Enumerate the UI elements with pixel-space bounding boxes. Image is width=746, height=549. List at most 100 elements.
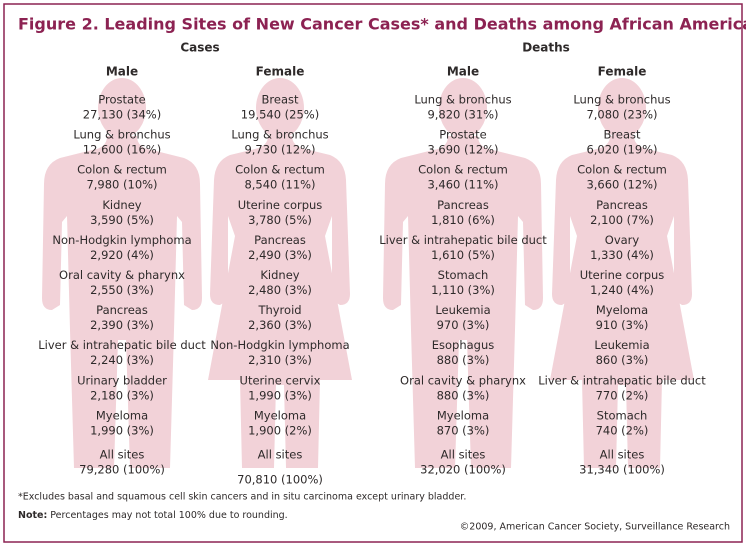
site-name: Prostate [98, 93, 145, 107]
site-figure: 2,240 (3%) [90, 353, 154, 367]
site-name: Stomach [597, 408, 648, 422]
site-figure: 740 (2%) [596, 423, 649, 437]
site-figure: 7,980 (10%) [86, 178, 157, 192]
site-figure: 3,690 (12%) [427, 143, 498, 157]
site-name: Lung & bronchus [414, 93, 511, 107]
site-name: Lung & bronchus [231, 128, 328, 142]
silhouette-body [550, 136, 694, 468]
site-name: Breast [604, 128, 641, 142]
note-label: Note: [18, 510, 47, 521]
site-figure: 3,660 (12%) [586, 178, 657, 192]
silhouette-head [256, 78, 304, 138]
site-figure: 1,240 (4%) [590, 283, 654, 297]
site-name: Liver & intrahepatic bile duct [538, 373, 706, 387]
credit: ©2009, American Cancer Society, Surveill… [460, 522, 730, 533]
group-heading: Female [256, 65, 305, 79]
site-figure: 2,100 (7%) [590, 213, 654, 227]
group-heading: Female [598, 65, 647, 79]
site-figure: 1,810 (6%) [431, 213, 495, 227]
site-name: Ovary [605, 233, 640, 247]
site-figure: 3,780 (5%) [248, 213, 312, 227]
silhouette-body [42, 136, 202, 468]
site-figure: 2,180 (3%) [90, 388, 154, 402]
site-figure: 880 (3%) [437, 388, 490, 402]
site-figure: 9,730 (12%) [244, 143, 315, 157]
group-heading: Male [447, 65, 479, 79]
site-name: Non-Hodgkin lymphoma [52, 233, 191, 247]
site-name: Breast [262, 93, 299, 107]
site-figure: 970 (3%) [437, 318, 490, 332]
site-figure: 880 (3%) [437, 353, 490, 367]
site-name: Kidney [102, 198, 141, 212]
site-figure: 27,130 (34%) [83, 108, 161, 122]
site-name: Pancreas [254, 233, 306, 247]
note: Note: Percentages may not total 100% due… [18, 510, 288, 521]
site-name: Kidney [260, 268, 299, 282]
site-figure: 770 (2%) [596, 388, 649, 402]
total-name: All sites [100, 448, 145, 462]
site-name: Myeloma [596, 303, 648, 317]
site-figure: 2,920 (4%) [90, 248, 154, 262]
figure-title: Figure 2. Leading Sites of New Cancer Ca… [18, 15, 746, 34]
site-name: Oral cavity & pharynx [59, 268, 185, 282]
site-name: Myeloma [96, 408, 148, 422]
site-name: Myeloma [254, 408, 306, 422]
site-name: Myeloma [437, 408, 489, 422]
site-figure: 2,360 (3%) [248, 318, 312, 332]
site-name: Colon & rectum [77, 163, 167, 177]
site-figure: 860 (3%) [596, 353, 649, 367]
site-name: Esophagus [432, 338, 495, 352]
site-name: Leukemia [594, 338, 649, 352]
site-name: Pancreas [96, 303, 148, 317]
section-heading: Cases [180, 41, 219, 55]
site-figure: 870 (3%) [437, 423, 490, 437]
site-name: Prostate [439, 128, 486, 142]
total-figure: 32,020 (100%) [420, 463, 506, 477]
site-figure: 19,540 (25%) [241, 108, 319, 122]
site-name: Non-Hodgkin lymphoma [210, 338, 349, 352]
site-name: Uterine corpus [580, 268, 665, 282]
section-heading: Deaths [522, 41, 570, 55]
total-figure: 79,280 (100%) [79, 463, 165, 477]
silhouette-body [208, 136, 352, 468]
site-name: Stomach [438, 268, 489, 282]
site-name: Liver & intrahepatic bile duct [379, 233, 547, 247]
silhouette-body [383, 136, 543, 468]
site-figure: 1,990 (3%) [90, 423, 154, 437]
site-name: Thyroid [257, 303, 301, 317]
total-name: All sites [441, 448, 486, 462]
site-figure: 1,900 (2%) [248, 423, 312, 437]
site-name: Colon & rectum [418, 163, 508, 177]
site-figure: 7,080 (23%) [586, 108, 657, 122]
site-name: Colon & rectum [235, 163, 325, 177]
site-name: Lung & bronchus [73, 128, 170, 142]
site-figure: 2,310 (3%) [248, 353, 312, 367]
site-figure: 1,610 (5%) [431, 248, 495, 262]
total-figure: 70,810 (100%) [237, 473, 323, 487]
site-figure: 12,600 (16%) [83, 143, 161, 157]
site-name: Lung & bronchus [573, 93, 670, 107]
site-name: Oral cavity & pharynx [400, 373, 526, 387]
site-name: Leukemia [435, 303, 490, 317]
site-name: Uterine corpus [238, 198, 323, 212]
silhouette-head [439, 78, 487, 138]
site-name: Uterine cervix [240, 373, 321, 387]
site-figure: 2,480 (3%) [248, 283, 312, 297]
site-name: Pancreas [437, 198, 489, 212]
site-figure: 9,820 (31%) [427, 108, 498, 122]
site-figure: 2,490 (3%) [248, 248, 312, 262]
site-figure: 1,990 (3%) [248, 388, 312, 402]
site-figure: 2,390 (3%) [90, 318, 154, 332]
site-figure: 6,020 (19%) [586, 143, 657, 157]
silhouette-head [598, 78, 646, 138]
silhouettes [42, 78, 694, 468]
site-figure: 3,460 (11%) [427, 178, 498, 192]
site-name: Liver & intrahepatic bile duct [38, 338, 206, 352]
site-name: Colon & rectum [577, 163, 667, 177]
site-name: Urinary bladder [77, 373, 167, 387]
silhouette-head [98, 78, 146, 138]
note-text: Percentages may not total 100% due to ro… [50, 510, 287, 521]
total-figure: 31,340 (100%) [579, 463, 665, 477]
total-name: All sites [258, 448, 303, 462]
group-heading: Male [106, 65, 138, 79]
